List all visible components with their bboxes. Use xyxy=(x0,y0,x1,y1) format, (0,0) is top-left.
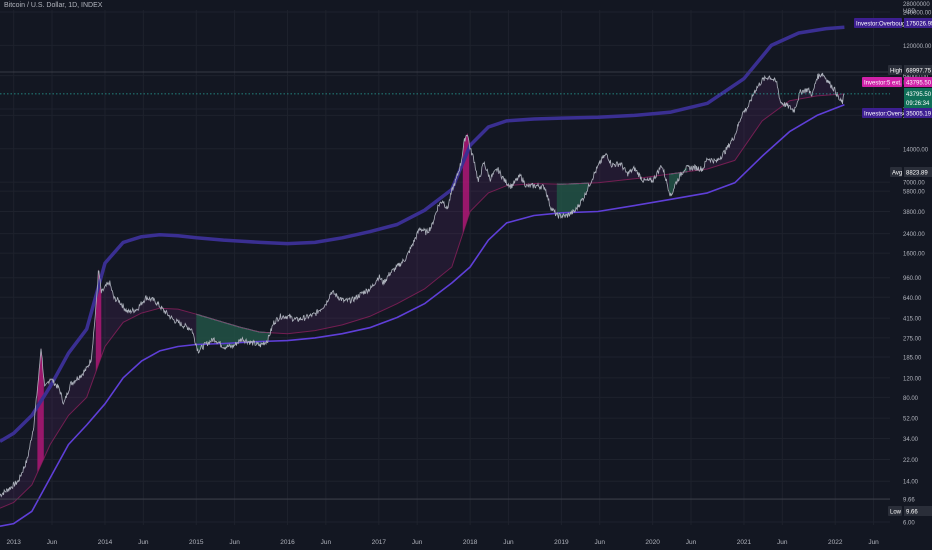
x-tick-label: 2017 xyxy=(372,539,387,546)
overbought-name-bg xyxy=(854,18,902,28)
x-tick-label: Jun xyxy=(229,539,240,546)
low-value-bg xyxy=(904,506,932,516)
y-tick-label: 3800.00 xyxy=(903,210,925,216)
x-tick-label: Jun xyxy=(503,539,514,546)
current-price-value: 43795.50 xyxy=(906,92,932,98)
x-tick-label: Jun xyxy=(321,539,332,546)
oversold-zone xyxy=(556,183,589,217)
y-tick-label: 28000000 xyxy=(903,2,930,8)
x-tick-label: 2015 xyxy=(189,539,204,546)
current-price-label: 43795.50 09:26:34 xyxy=(904,88,932,108)
x-tick-label: Jun xyxy=(686,539,697,546)
x-tick-label: 2018 xyxy=(463,539,478,546)
x-tick-label: Jun xyxy=(47,539,58,546)
high-name: High xyxy=(890,68,902,74)
bar-countdown: 09:26:34 xyxy=(906,101,930,107)
high-value: 68997.75 xyxy=(906,68,932,74)
y-tick-label: 240000.00 xyxy=(903,11,932,17)
lower-band-line xyxy=(0,103,845,527)
avg-value: 8823.89 xyxy=(906,170,928,176)
high-value-bg xyxy=(904,65,932,75)
ma-value-bg xyxy=(904,77,932,87)
y-tick-label: 5800.00 xyxy=(903,190,925,196)
chart-title: Bitcoin / U.S. Dollar, 1D, INDEX xyxy=(4,2,103,9)
current-price-bg xyxy=(904,88,932,108)
x-tick-label: 2022 xyxy=(828,539,843,546)
y-tick-label: 415.00 xyxy=(903,317,922,323)
x-tick-label: 2016 xyxy=(280,539,295,546)
x-axis: 2013 Jun 2014 Jun 2015 Jun 2016 Jun 2017 Jun 2018 J… xyxy=(6,539,879,546)
oversold-zone xyxy=(669,168,688,197)
ma-name-bg xyxy=(862,77,902,87)
y-tick-label: 34.00 xyxy=(903,437,919,443)
x-tick-label: Jun xyxy=(868,539,879,546)
x-tick-label: 2014 xyxy=(98,539,113,546)
avg-label: Avg 8823.89 xyxy=(890,167,932,177)
oversold-value: 35005.19 xyxy=(906,111,932,117)
overbought-value: 175026.95 xyxy=(906,21,932,27)
high-name-bg xyxy=(888,65,902,75)
oversold-value-bg xyxy=(904,108,932,118)
y-tick-label: 120000.00 xyxy=(903,44,932,50)
y-tick-label: 2400.00 xyxy=(903,232,925,238)
y-tick-label: USD xyxy=(903,9,916,15)
overbought-name: Investor:Overbought xyxy=(856,21,911,27)
avg-name-bg xyxy=(890,167,902,177)
y-tick-label: 6.00 xyxy=(903,521,915,527)
price-line xyxy=(0,72,845,498)
ma-value: 43795.50 xyxy=(906,80,932,86)
x-tick-label: Jun xyxy=(777,539,788,546)
x-tick-label: 2020 xyxy=(645,539,660,546)
x-tick-label: Jun xyxy=(138,539,149,546)
y-tick-label: 22.00 xyxy=(903,458,919,464)
y-tick-label: 52.00 xyxy=(903,417,919,423)
low-label: Low 9.66 xyxy=(888,506,932,516)
overbought-value-bg xyxy=(904,18,932,28)
x-tick-label: 2021 xyxy=(737,539,752,546)
x-tick-label: 2019 xyxy=(554,539,569,546)
band-fill xyxy=(0,73,845,509)
y-tick-label: 1600.00 xyxy=(903,252,925,258)
avg-value-bg xyxy=(904,167,932,177)
oversold-name-bg xyxy=(862,108,902,118)
high-label: High 68997.75 xyxy=(888,65,932,75)
x-tick-label: 2013 xyxy=(6,539,21,546)
y-tick-label: 185.00 xyxy=(903,355,922,361)
y-tick-label: 640.00 xyxy=(903,296,922,302)
y-tick-label: 120.00 xyxy=(903,376,922,382)
y-axis: 28000000USD240000.00120000.0064000.00320… xyxy=(903,2,932,527)
y-tick-label: 80.00 xyxy=(903,396,919,402)
moving-average-line xyxy=(0,93,845,509)
low-name-bg xyxy=(888,506,902,516)
x-tick-label: Jun xyxy=(594,539,605,546)
y-tick-label: 960.00 xyxy=(903,276,922,282)
y-tick-label: 14.00 xyxy=(903,480,919,486)
avg-name: Avg xyxy=(892,170,902,176)
low-value: 9.66 xyxy=(906,509,918,515)
y-tick-label: 275.00 xyxy=(903,336,922,342)
y-tick-label: 14000.00 xyxy=(903,147,929,153)
overbought-zone xyxy=(37,348,44,473)
oversold-name: Investor:Oversold xyxy=(864,111,911,117)
y-tick-label: 7000.00 xyxy=(903,181,925,187)
low-name: Low xyxy=(890,509,902,515)
upper-band-line xyxy=(0,25,845,443)
y-tick-label: 9.66 xyxy=(903,498,915,504)
ma-name: Investor:5 ext. MA xyxy=(864,80,912,86)
x-tick-label: Jun xyxy=(412,539,423,546)
